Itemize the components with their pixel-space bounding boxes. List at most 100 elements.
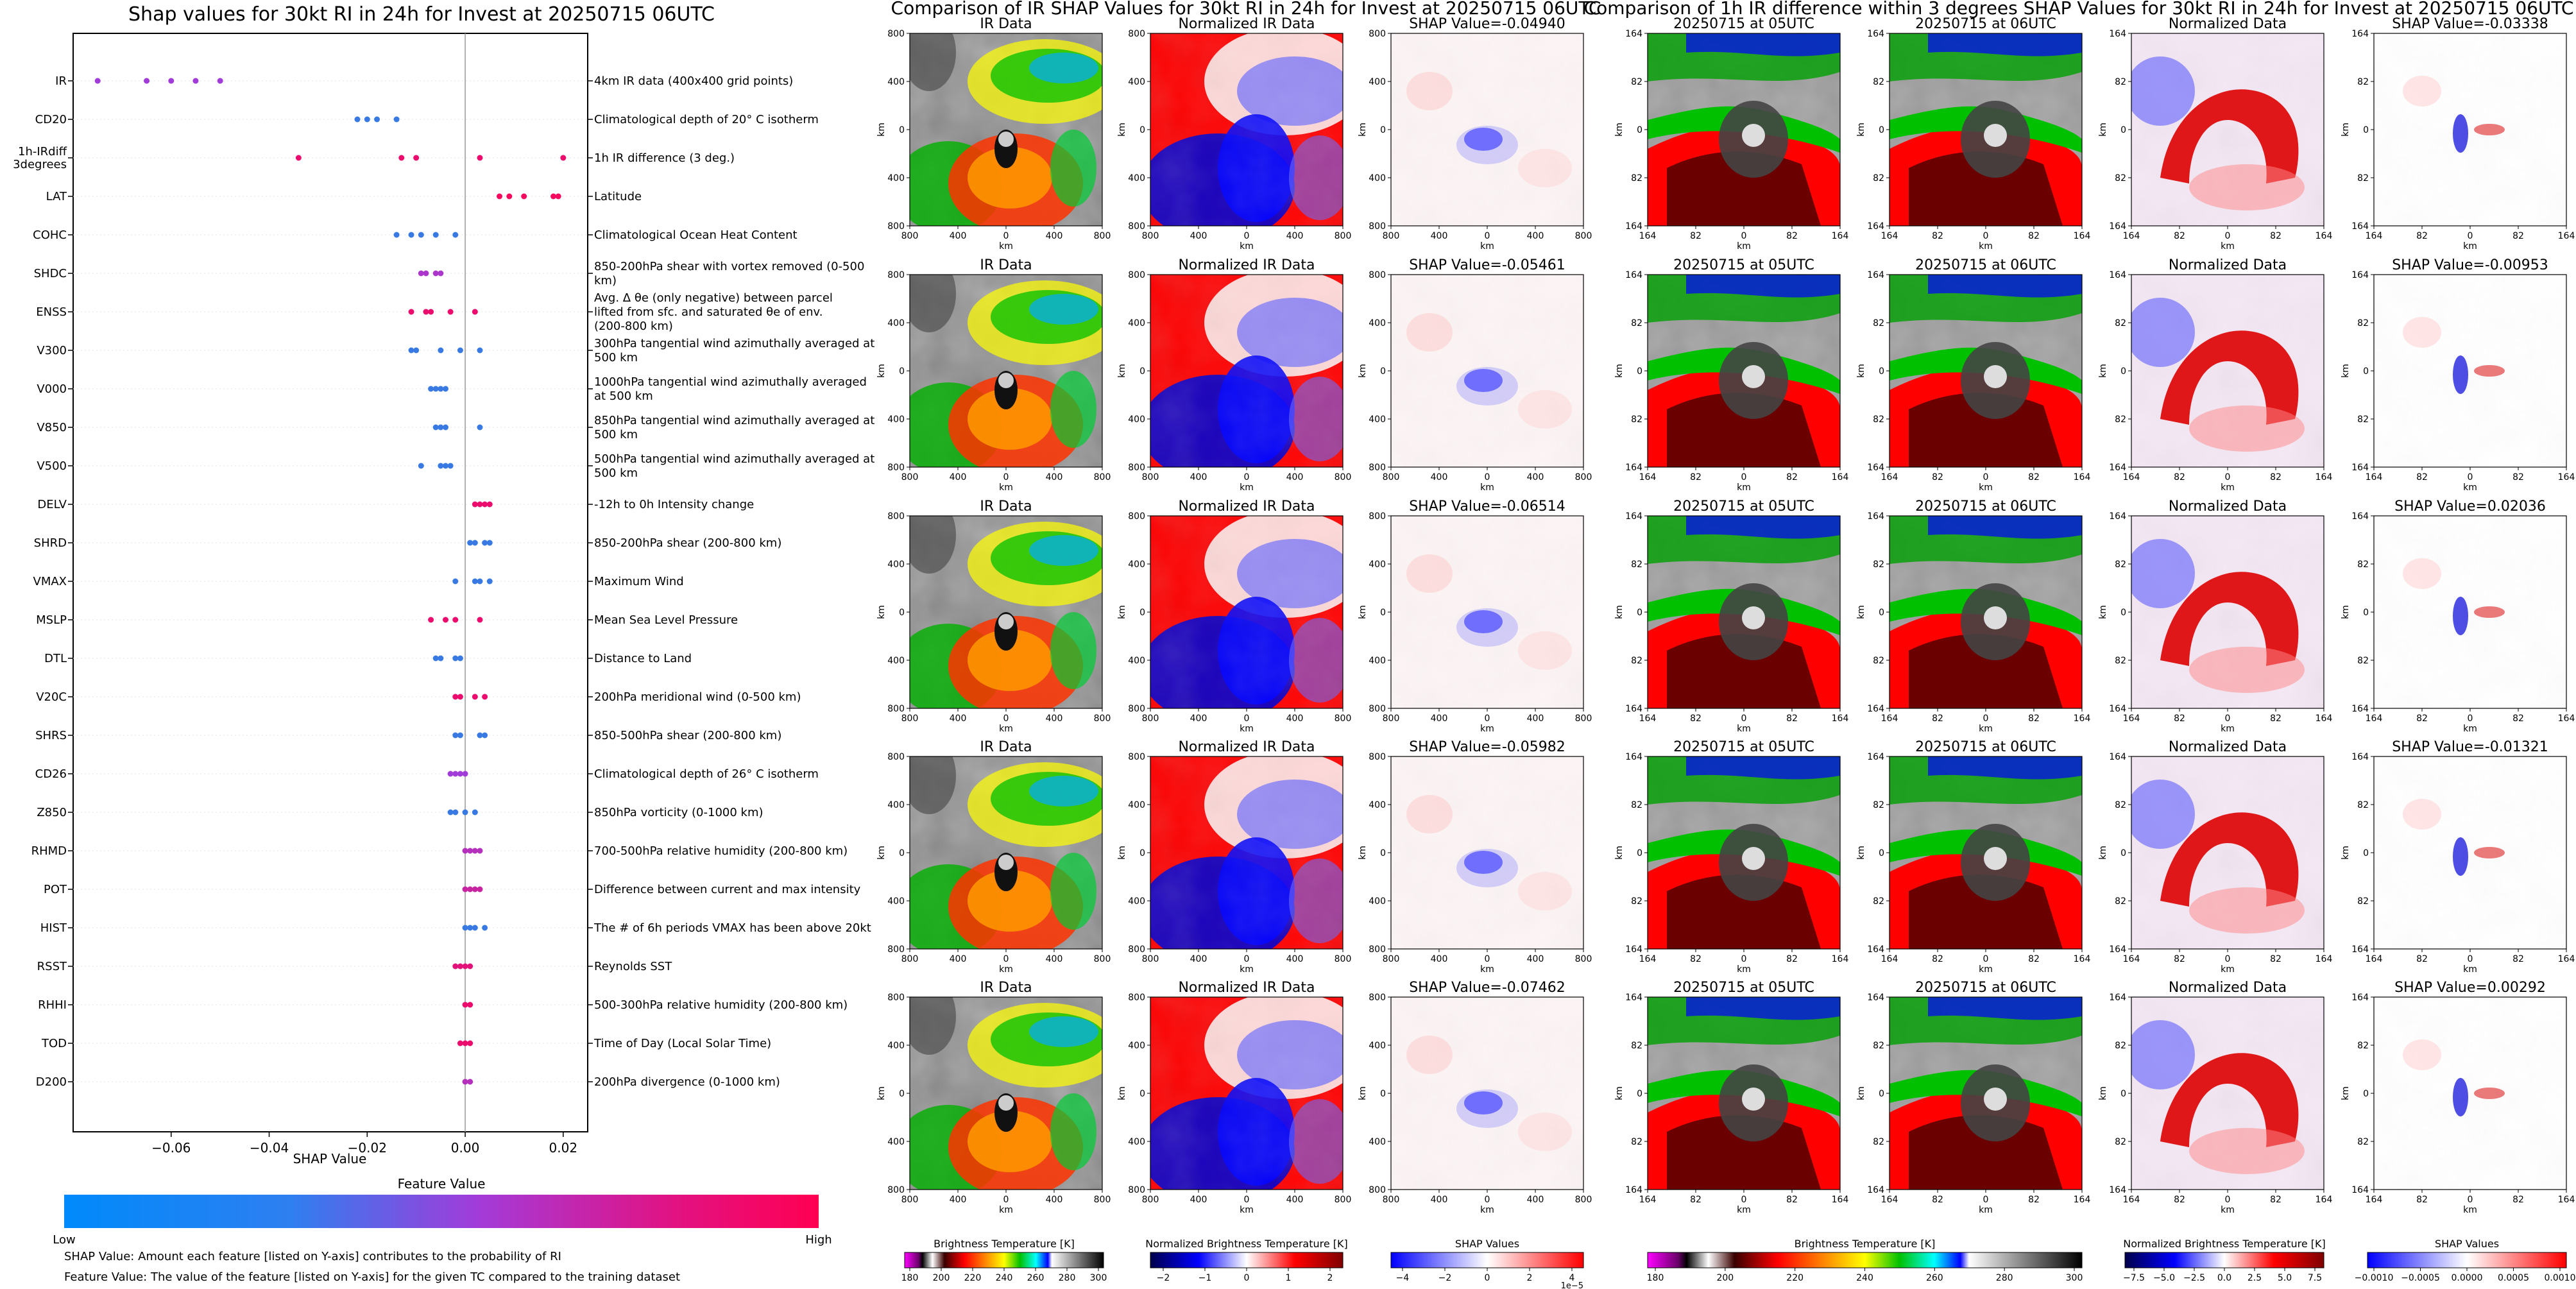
feature-name-label: SHRD bbox=[34, 536, 67, 550]
colorbar-label: Brightness Temperature [K] bbox=[934, 1238, 1075, 1250]
panel-x-tick-label: 800 bbox=[1094, 472, 1111, 482]
panel-x-tick-label: 164 bbox=[2316, 472, 2333, 482]
panel-x-tick-label: 164 bbox=[2558, 231, 2575, 241]
ir-section-title: Comparison of IR SHAP Values for 30kt RI… bbox=[891, 0, 1601, 19]
panel-y-tick-label: 0 bbox=[2120, 1089, 2126, 1099]
panel-y-tick-label: 164 bbox=[2351, 752, 2369, 762]
panel-y-axis-label: km bbox=[2098, 364, 2108, 378]
panel-y-tick-label: 0 bbox=[2120, 848, 2126, 858]
panel-x-axis-label: km bbox=[2463, 1205, 2477, 1215]
feature-description: 300hPa tangential wind azimuthally avera… bbox=[594, 337, 874, 364]
panel-x-tick-label: 82 bbox=[1932, 713, 1943, 724]
panel-x-tick-label: 0 bbox=[1244, 713, 1250, 724]
panel-y-tick-label: 82 bbox=[2357, 656, 2369, 666]
panel-x-tick-label: 800 bbox=[901, 954, 919, 964]
panel-y-axis-label: km bbox=[1856, 123, 1866, 137]
panel-x-tick-label: 400 bbox=[1431, 472, 1448, 482]
feature-description: 4km IR data (400x400 grid points) bbox=[594, 74, 793, 88]
panel-x-tick-label: 400 bbox=[1286, 713, 1304, 724]
colorbar-high-label: High bbox=[805, 1233, 832, 1247]
feature-description: Difference between current and max inten… bbox=[594, 883, 861, 896]
shap-point bbox=[467, 963, 473, 969]
shap-point bbox=[457, 732, 463, 738]
feature-description: Time of Day (Local Solar Time) bbox=[593, 1037, 771, 1050]
shap-point bbox=[457, 655, 463, 662]
feature-description: The # of 6h periods VMAX has been above … bbox=[593, 921, 871, 935]
panel-y-axis-label: km bbox=[876, 846, 887, 860]
panel-y-tick-label: 400 bbox=[1369, 559, 1386, 570]
panel-y-tick-label: 0 bbox=[1380, 608, 1386, 618]
panel-title: SHAP Value=-0.05982 bbox=[1409, 739, 1565, 755]
shap-point bbox=[497, 193, 503, 200]
panel-x-tick-label: 0 bbox=[1003, 1195, 1009, 1205]
feature-description: 850-200hPa shear with vortex removed (0-… bbox=[594, 260, 864, 287]
image-panel: Normalized Data1641648282008282164164kmk… bbox=[2098, 739, 2332, 975]
panel-title: SHAP Value=-0.03338 bbox=[2392, 16, 2548, 32]
colorbar-gradient bbox=[2124, 1252, 2324, 1268]
shap-point bbox=[418, 232, 424, 238]
panel-image bbox=[1391, 516, 1583, 708]
shap-point bbox=[295, 155, 302, 161]
shap-point bbox=[462, 1040, 468, 1046]
panel-x-tick-label: 164 bbox=[2558, 472, 2575, 482]
footnote-feature-value: Feature Value: The value of the feature … bbox=[64, 1270, 680, 1284]
panel-x-tick-label: 82 bbox=[2028, 1195, 2040, 1205]
panel-x-axis-label: km bbox=[999, 1205, 1013, 1215]
panel-y-tick-label: 82 bbox=[2357, 414, 2369, 425]
feature-row: SHRD 850-200hPa shear (200-800 km) bbox=[34, 536, 782, 550]
shap-point bbox=[432, 424, 439, 431]
panel-y-tick-label: 800 bbox=[1369, 704, 1386, 714]
shap-point bbox=[462, 886, 468, 892]
panel-x-tick-label: 400 bbox=[1527, 954, 1544, 964]
panel-y-tick-label: 400 bbox=[887, 656, 905, 666]
shap-point bbox=[560, 155, 567, 161]
feature-name-label: DELV bbox=[37, 498, 67, 511]
shap-point bbox=[462, 848, 468, 854]
panel-y-tick-label: 800 bbox=[887, 270, 905, 280]
shap-point bbox=[428, 309, 434, 315]
x-tick-label: 0.00 bbox=[451, 1140, 480, 1156]
panel-x-tick-label: 0 bbox=[1741, 472, 1747, 482]
feature-name-label: CD20 bbox=[35, 113, 67, 126]
colorbar-tick-label: 200 bbox=[1716, 1273, 1734, 1283]
panel-y-tick-label: 0 bbox=[2363, 1089, 2369, 1099]
panel-title: Normalized IR Data bbox=[1178, 499, 1315, 515]
panel-image bbox=[2126, 275, 2324, 467]
panel-x-tick-label: 164 bbox=[2558, 713, 2575, 724]
feature-description: 700-500hPa relative humidity (200-800 km… bbox=[594, 844, 848, 858]
panel-y-tick-label: 800 bbox=[1369, 1185, 1386, 1195]
panel-x-tick-label: 800 bbox=[1094, 231, 1111, 241]
panel-x-tick-label: 0 bbox=[1244, 954, 1250, 964]
feature-row: CD20 Climatological depth of 20° C isothe… bbox=[35, 113, 819, 126]
panel-x-axis-label: km bbox=[2463, 482, 2477, 493]
panel-x-tick-label: 164 bbox=[1639, 954, 1657, 964]
shap-point bbox=[438, 424, 444, 431]
feature-name-label: RHHI bbox=[38, 998, 67, 1012]
colorbar-tick-label: 240 bbox=[1856, 1273, 1873, 1283]
panel-y-tick-label: 82 bbox=[2115, 1041, 2126, 1051]
feature-description: Maximum Wind bbox=[594, 575, 684, 588]
panel-x-axis-label: km bbox=[2221, 964, 2235, 975]
panel-y-tick-label: 800 bbox=[1369, 29, 1386, 39]
feature-description: 200hPa divergence (0-1000 km) bbox=[594, 1075, 780, 1089]
shap-point bbox=[168, 78, 175, 84]
panel-x-tick-label: 400 bbox=[1431, 231, 1448, 241]
feature-row: V20C 200hPa meridional wind (0-500 km) bbox=[36, 690, 801, 704]
image-panel: Normalized IR Data8008004004000040040080… bbox=[1117, 980, 1351, 1215]
panel-x-tick-label: 400 bbox=[950, 1195, 967, 1205]
feature-row: POT Difference between current and max in… bbox=[44, 883, 861, 896]
panel-title: 20250715 at 06UTC bbox=[1915, 739, 2056, 755]
shap-point bbox=[457, 1040, 463, 1046]
panel-title: 20250715 at 05UTC bbox=[1673, 499, 1814, 515]
panel-x-tick-label: 164 bbox=[2558, 954, 2575, 964]
panel-y-tick-label: 400 bbox=[887, 173, 905, 184]
colorbar-label: Normalized Brightness Temperature [K] bbox=[2123, 1238, 2326, 1250]
feature-name-label: RHMD bbox=[31, 844, 67, 858]
shap-point bbox=[462, 809, 468, 815]
panel-y-tick-label: 0 bbox=[1139, 848, 1145, 858]
feature-description: -12h to 0h Intensity change bbox=[594, 498, 754, 511]
panel-y-axis-label: km bbox=[1614, 605, 1625, 619]
panel-y-tick-label: 0 bbox=[1879, 608, 1884, 618]
panel-y-tick-label: 164 bbox=[1625, 704, 1642, 714]
panel-image bbox=[2126, 997, 2324, 1190]
